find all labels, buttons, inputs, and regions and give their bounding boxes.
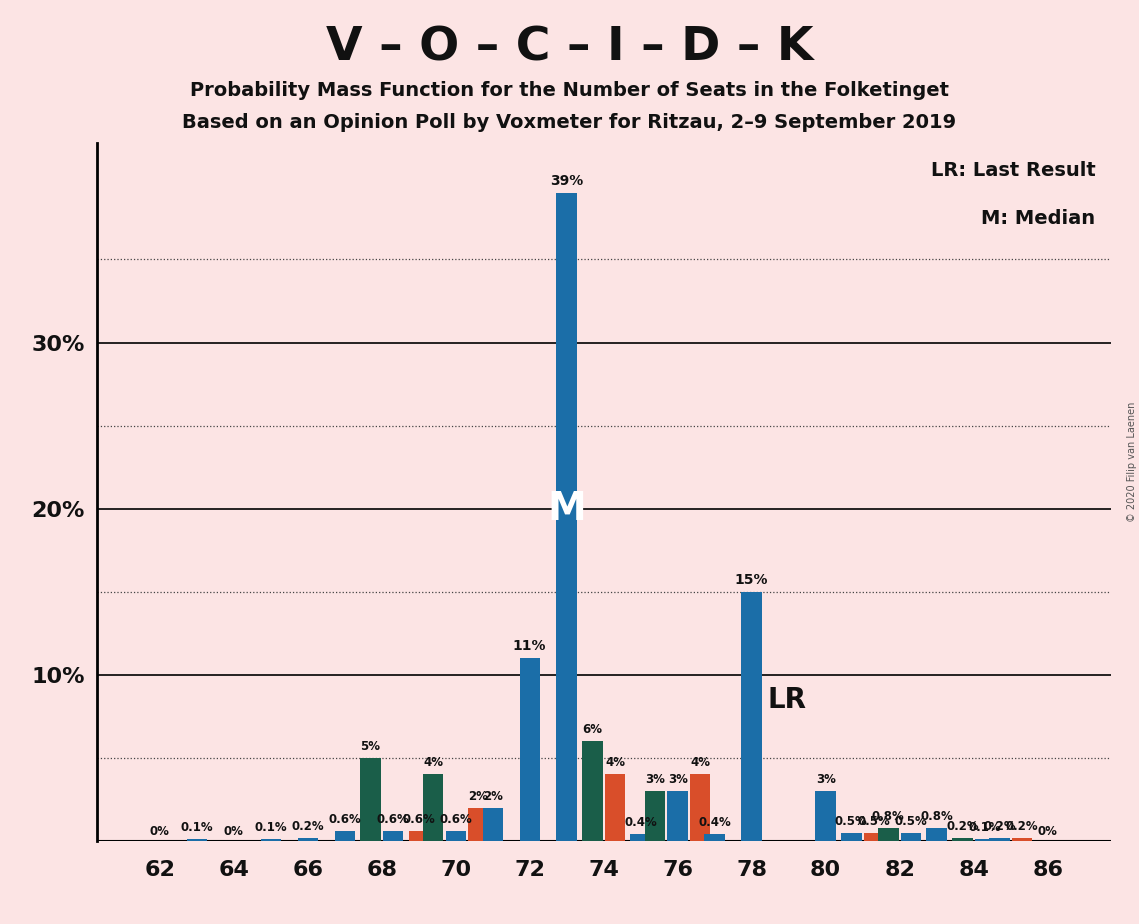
Text: Probability Mass Function for the Number of Seats in the Folketinget: Probability Mass Function for the Number… <box>190 81 949 101</box>
Bar <box>187 839 207 841</box>
Text: M: M <box>548 490 587 528</box>
Text: 4%: 4% <box>423 757 443 770</box>
Bar <box>645 791 665 841</box>
Bar <box>975 839 995 841</box>
Text: 0.6%: 0.6% <box>402 813 435 826</box>
Text: 0.5%: 0.5% <box>858 815 891 828</box>
Bar <box>842 833 861 841</box>
Text: 0.4%: 0.4% <box>698 816 731 829</box>
Text: 0.2%: 0.2% <box>983 820 1016 833</box>
Bar <box>423 774 443 841</box>
Text: 3%: 3% <box>816 773 836 786</box>
Text: 2%: 2% <box>468 790 489 803</box>
Text: LR: Last Result: LR: Last Result <box>931 161 1096 179</box>
Text: 0.1%: 0.1% <box>968 821 1001 834</box>
Bar <box>705 834 724 841</box>
Text: LR: LR <box>768 686 806 713</box>
Text: 6%: 6% <box>582 723 603 736</box>
Text: 15%: 15% <box>735 573 769 587</box>
Bar <box>261 839 281 841</box>
Text: 4%: 4% <box>605 757 625 770</box>
Bar <box>483 808 502 841</box>
Text: 0%: 0% <box>149 825 170 838</box>
Bar <box>360 758 380 841</box>
Bar <box>863 833 884 841</box>
Text: 2%: 2% <box>483 790 502 803</box>
Text: 0.1%: 0.1% <box>180 821 213 834</box>
Text: V – O – C – I – D – K: V – O – C – I – D – K <box>326 26 813 71</box>
Text: 0.8%: 0.8% <box>872 809 904 822</box>
Bar <box>631 834 650 841</box>
Text: 39%: 39% <box>550 174 583 188</box>
Text: 0.8%: 0.8% <box>920 809 953 822</box>
Text: 0.2%: 0.2% <box>1006 820 1039 833</box>
Text: Based on an Opinion Poll by Voxmeter for Ritzau, 2–9 September 2019: Based on an Opinion Poll by Voxmeter for… <box>182 113 957 132</box>
Text: 5%: 5% <box>360 740 380 753</box>
Bar <box>605 774 625 841</box>
Text: 0.6%: 0.6% <box>377 813 409 826</box>
Bar <box>445 831 466 841</box>
Bar <box>878 828 899 841</box>
Text: 0.2%: 0.2% <box>947 820 978 833</box>
Bar <box>667 791 688 841</box>
Text: 0.5%: 0.5% <box>894 815 927 828</box>
Bar <box>335 831 355 841</box>
Text: 0.4%: 0.4% <box>624 816 657 829</box>
Bar <box>582 741 603 841</box>
Bar <box>409 831 429 841</box>
Bar <box>1011 837 1032 841</box>
Text: © 2020 Filip van Laenen: © 2020 Filip van Laenen <box>1126 402 1137 522</box>
Bar <box>383 831 403 841</box>
Text: 4%: 4% <box>690 757 711 770</box>
Text: 0.5%: 0.5% <box>835 815 868 828</box>
Text: 11%: 11% <box>513 639 547 653</box>
Text: 3%: 3% <box>645 773 665 786</box>
Text: 3%: 3% <box>667 773 688 786</box>
Bar <box>741 591 762 841</box>
Bar <box>989 837 1009 841</box>
Bar <box>297 837 318 841</box>
Bar <box>557 193 576 841</box>
Bar <box>816 791 836 841</box>
Bar <box>901 833 921 841</box>
Bar <box>690 774 711 841</box>
Text: 0.6%: 0.6% <box>440 813 472 826</box>
Bar <box>468 808 489 841</box>
Text: 0%: 0% <box>223 825 244 838</box>
Bar <box>519 658 540 841</box>
Bar <box>952 837 973 841</box>
Text: M: Median: M: Median <box>981 210 1096 228</box>
Bar <box>926 828 947 841</box>
Text: 0%: 0% <box>1038 825 1058 838</box>
Text: 0.1%: 0.1% <box>254 821 287 834</box>
Text: 0.2%: 0.2% <box>292 820 323 833</box>
Text: 0.6%: 0.6% <box>328 813 361 826</box>
